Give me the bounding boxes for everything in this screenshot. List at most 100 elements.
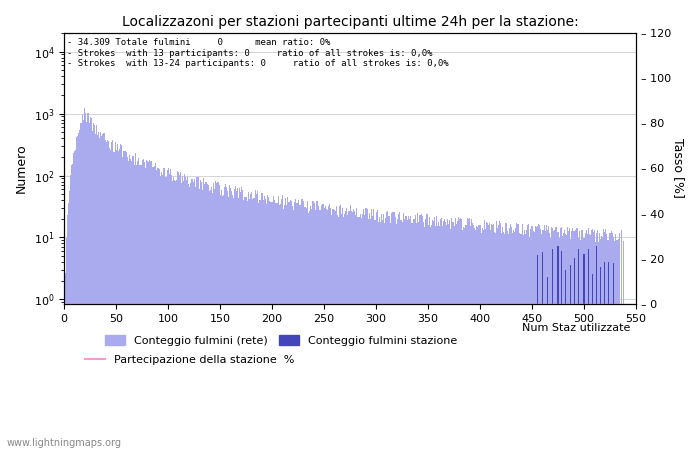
Bar [233, 198, 234, 450]
Bar [392, 212, 393, 450]
Bar [377, 222, 379, 450]
Bar [220, 190, 222, 450]
Bar [598, 242, 599, 450]
Bar [570, 265, 571, 450]
Bar [94, 134, 96, 450]
Bar [509, 228, 510, 450]
Bar [572, 229, 573, 450]
Bar [436, 216, 437, 450]
Bar [544, 225, 545, 450]
Bar [391, 213, 392, 450]
Bar [501, 233, 503, 450]
Bar [564, 230, 565, 450]
Bar [375, 212, 377, 450]
Bar [541, 234, 542, 450]
Bar [183, 180, 184, 450]
Bar [404, 219, 405, 450]
Bar [520, 234, 521, 450]
Bar [340, 205, 341, 450]
Bar [336, 206, 337, 450]
Bar [550, 238, 552, 450]
Bar [461, 219, 462, 450]
Bar [499, 221, 500, 450]
Bar [258, 202, 259, 450]
Bar [463, 226, 464, 450]
Bar [547, 278, 548, 450]
Bar [373, 209, 374, 450]
Bar [415, 216, 416, 450]
Bar [260, 200, 261, 450]
Bar [64, 273, 66, 450]
Bar [327, 210, 328, 450]
Bar [77, 136, 78, 450]
Bar [337, 215, 338, 450]
Bar [204, 184, 205, 450]
Bar [263, 200, 265, 450]
Bar [443, 220, 444, 450]
Bar [600, 267, 601, 450]
Bar [341, 214, 342, 450]
Bar [333, 209, 334, 450]
Bar [497, 228, 498, 450]
Bar [587, 249, 589, 450]
Bar [508, 234, 509, 450]
Bar [496, 221, 497, 450]
Bar [104, 133, 105, 450]
Bar [228, 197, 229, 450]
Bar [94, 125, 95, 450]
Bar [438, 222, 439, 450]
Bar [259, 200, 260, 450]
Bar [382, 220, 383, 450]
Bar [136, 166, 137, 450]
Bar [135, 153, 136, 450]
Bar [148, 162, 149, 450]
Bar [304, 207, 306, 450]
Bar [608, 240, 610, 450]
Bar [563, 233, 564, 450]
Bar [178, 172, 179, 450]
Bar [181, 183, 182, 450]
Bar [188, 184, 190, 450]
Bar [332, 209, 333, 450]
Bar [254, 198, 255, 450]
Bar [547, 230, 548, 450]
Bar [574, 230, 575, 450]
Bar [349, 205, 351, 450]
Bar [311, 209, 312, 450]
Bar [523, 235, 524, 450]
Bar [75, 150, 76, 450]
Bar [177, 171, 178, 450]
Bar [512, 234, 513, 450]
Bar [317, 201, 318, 450]
Bar [175, 180, 176, 450]
Bar [593, 232, 594, 450]
Bar [475, 230, 477, 450]
Bar [604, 262, 606, 450]
Bar [356, 208, 357, 450]
Bar [109, 148, 111, 450]
Bar [88, 123, 90, 450]
Bar [567, 227, 568, 450]
Bar [286, 205, 287, 450]
Bar [612, 238, 614, 450]
Bar [434, 217, 435, 450]
Bar [99, 138, 100, 450]
Bar [452, 222, 454, 450]
Bar [101, 136, 102, 450]
Bar [444, 219, 445, 450]
Bar [289, 202, 290, 450]
Bar [210, 189, 211, 450]
Bar [97, 135, 98, 450]
Bar [153, 167, 154, 450]
Bar [552, 228, 553, 450]
Bar [119, 149, 120, 450]
Bar [410, 216, 411, 450]
Bar [592, 274, 593, 450]
Bar [133, 156, 134, 450]
Bar [413, 219, 414, 450]
Bar [553, 230, 554, 450]
Bar [281, 199, 282, 450]
Bar [241, 187, 242, 450]
Text: www.lightningmaps.org: www.lightningmaps.org [7, 438, 122, 448]
Bar [602, 237, 603, 450]
